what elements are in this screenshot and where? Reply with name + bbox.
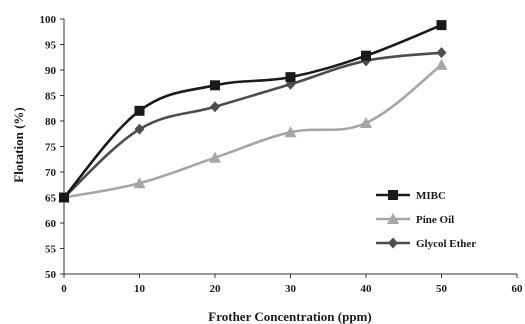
data-point-mibc: [436, 20, 447, 31]
y-tick-label: 100: [40, 14, 57, 26]
legend-marker-glycol-ether: [388, 237, 398, 249]
y-tick-label: 75: [45, 142, 57, 154]
y-tick-label: 55: [45, 244, 57, 256]
data-point-glycol-ether: [134, 123, 145, 135]
y-tick-label: 85: [45, 91, 57, 103]
legend-marker-pine-oil: [387, 213, 399, 224]
series-mibc: [59, 20, 447, 203]
data-point-glycol-ether: [210, 101, 220, 113]
y-tick-label: 50: [45, 269, 57, 281]
y-tick-label: 65: [45, 193, 57, 205]
data-point-pine-oil: [360, 117, 372, 129]
data-point-mibc: [59, 192, 69, 203]
y-tick-label: 80: [45, 116, 57, 128]
series-layer: [58, 20, 448, 203]
data-point-mibc: [134, 105, 145, 116]
data-point-glycol-ether: [436, 47, 447, 59]
data-point-pine-oil: [209, 151, 221, 163]
y-axis-title: Flotation (%): [11, 107, 26, 182]
data-point-mibc: [285, 72, 296, 83]
legend-item-glycol-ether: Glycol Ether: [376, 237, 476, 250]
legend-item-pine-oil: Pine Oil: [376, 213, 454, 226]
data-point-pine-oil: [133, 177, 146, 189]
legend-label-pine-oil: Pine Oil: [416, 214, 454, 226]
data-point-pine-oil: [284, 126, 297, 138]
x-tick-label: 60: [512, 283, 524, 295]
series-line-pine-oil: [63, 63, 443, 199]
legend-label-glycol-ether: Glycol Ether: [416, 238, 476, 250]
series-line-glycol-ether: [63, 51, 442, 199]
x-tick-label: 30: [285, 283, 297, 295]
y-tick-label: 90: [45, 65, 57, 77]
legend-marker-mibc: [388, 190, 398, 200]
y-tick-label: 60: [45, 218, 57, 230]
x-tick-label: 20: [210, 283, 222, 295]
y-tick-label: 95: [45, 40, 57, 52]
data-point-mibc: [361, 50, 371, 61]
data-point-pine-oil: [435, 58, 448, 70]
legend: MIBC Pine Oil Glycol Ether: [376, 190, 476, 250]
x-axis-title: Frother Concentration (ppm): [208, 309, 371, 324]
axes: 50 55 60 65 70 75 80 85 90 95 100 0 10 20 30 40 50 60: [40, 14, 524, 295]
legend-label-mibc: MIBC: [416, 190, 446, 202]
x-tick-label: 40: [361, 283, 373, 295]
x-tick-label: 50: [436, 283, 448, 295]
x-tick-label: 0: [61, 283, 67, 295]
legend-item-mibc: MIBC: [376, 190, 446, 202]
series-glycol-ether: [59, 47, 447, 203]
series-line-mibc: [63, 23, 442, 199]
x-tick-label: 10: [134, 283, 146, 295]
data-point-mibc: [210, 80, 220, 91]
y-tick-label: 70: [45, 167, 57, 179]
